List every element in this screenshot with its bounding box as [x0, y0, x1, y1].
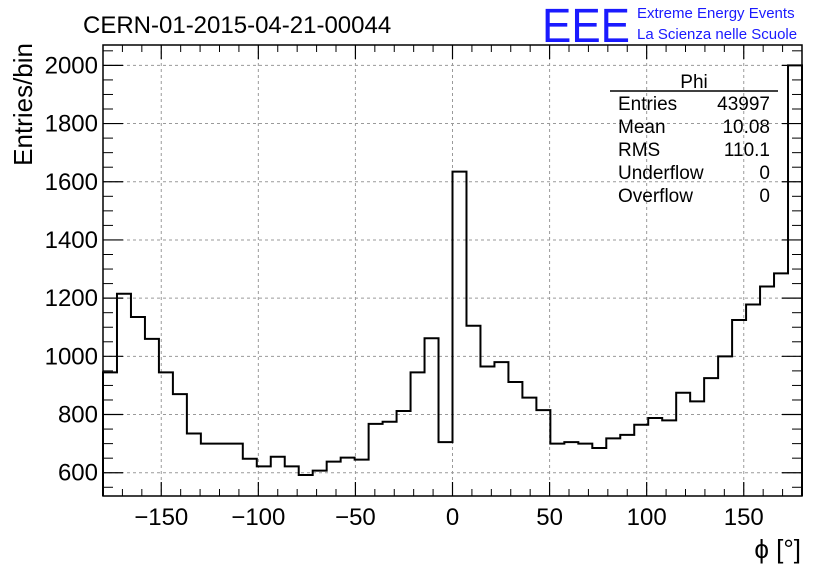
eee-logo: EEE [542, 0, 630, 53]
y-tick-label: 800 [58, 402, 98, 429]
logo-tagline-1: Extreme Energy Events [637, 5, 795, 22]
x-tick-label: −150 [134, 504, 188, 531]
stats-rows: Entries 43997 Mean 10.08 RMS 110.1 Underflow 0 O… [618, 94, 770, 207]
x-tick-label: 100 [627, 504, 667, 531]
stats-title: Phi [680, 72, 707, 93]
stats-box: Phi Entries 43997 Mean 10.08 RMS 110.1 Underfl… [610, 72, 778, 207]
y-tick-label: 1200 [45, 285, 98, 312]
y-tick-labels: 600 800 1000 1200 1400 1600 1800 2000 [45, 52, 98, 486]
stats-label: RMS [618, 140, 660, 161]
x-tick-labels: −150 −100 −50 0 50 100 150 [134, 504, 764, 531]
y-tick-label: 1000 [45, 343, 98, 370]
stats-value: 0 [759, 163, 770, 184]
stats-value: 10.08 [722, 117, 770, 138]
run-title: CERN-01-2015-04-21-00044 [83, 12, 391, 39]
stats-label: Overflow [618, 186, 693, 207]
y-tick-label: 1600 [45, 169, 98, 196]
y-tick-label: 1800 [45, 111, 98, 138]
x-tick-label: −50 [335, 504, 376, 531]
x-tick-label: −100 [231, 504, 285, 531]
logo-tagline-2: La Scienza nelle Scuole [637, 26, 797, 43]
x-axis-title: ϕ [°] [754, 534, 801, 564]
stats-label: Entries [618, 94, 677, 115]
axis-ticks [103, 45, 802, 496]
plot-area: −150 −100 −50 0 50 100 150 600 800 1000 1200 1400 1… [45, 44, 803, 531]
y-tick-label: 1400 [45, 227, 98, 254]
y-tick-label: 600 [58, 460, 98, 487]
y-tick-label: 2000 [45, 52, 98, 79]
stats-value: 110.1 [724, 140, 770, 161]
y-axis-title: Entries/bin [8, 43, 38, 166]
stats-value: 0 [759, 186, 770, 207]
x-tick-label: 0 [446, 504, 459, 531]
plot-frame [102, 44, 803, 497]
stats-label: Underflow [618, 163, 704, 184]
x-tick-label: 150 [724, 504, 764, 531]
stats-label: Mean [618, 117, 666, 138]
x-tick-label: 50 [536, 504, 563, 531]
stats-value: 43997 [717, 94, 770, 115]
histogram-series [102, 64, 803, 496]
